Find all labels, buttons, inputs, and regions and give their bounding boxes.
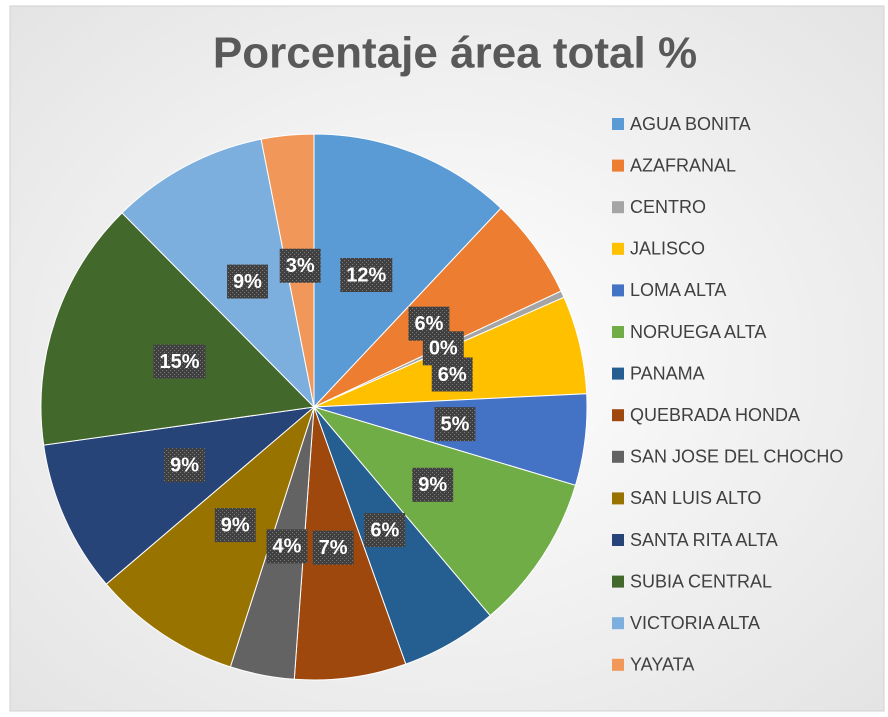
data-label-text: 7% — [319, 537, 348, 559]
pie-slice — [312, 406, 577, 617]
data-label-box — [340, 258, 393, 293]
data-label: 15% — [153, 344, 206, 379]
data-label: 9% — [412, 467, 454, 502]
legend-label: LOMA ALTA — [630, 280, 726, 300]
pie-slice — [43, 406, 316, 585]
legend-label: AGUA BONITA — [630, 114, 751, 134]
legend-label: VICTORIA ALTA — [630, 613, 760, 633]
data-label-box — [266, 529, 308, 564]
data-label-box — [164, 448, 206, 483]
chart-title: Porcentaje área total % — [213, 29, 697, 78]
legend-swatch — [612, 159, 624, 172]
data-label-text: 6% — [370, 519, 399, 541]
data-label-box — [412, 467, 454, 502]
data-label: 9% — [227, 264, 268, 299]
data-label-text: 12% — [346, 264, 386, 286]
data-label: 4% — [266, 529, 308, 564]
data-label-text: 15% — [159, 351, 199, 373]
pie-slice — [40, 212, 316, 446]
data-label: 6% — [364, 513, 406, 548]
data-label-box — [312, 530, 354, 565]
data-label-box — [364, 513, 406, 548]
data-label-box — [434, 407, 476, 442]
legend-label: PANAMA — [630, 363, 705, 383]
legend-label: YAYATA — [630, 655, 694, 675]
data-label-text: 9% — [221, 514, 250, 536]
legend-swatch — [612, 492, 624, 505]
data-label-text: 9% — [233, 271, 262, 293]
data-label: 6% — [431, 357, 473, 392]
data-label: 9% — [214, 508, 256, 543]
legend-label: NORUEGA ALTA — [630, 322, 766, 342]
legend-label: JALISCO — [630, 239, 705, 259]
data-label: 7% — [312, 530, 354, 565]
data-label-box — [431, 357, 473, 392]
legend-swatch — [612, 242, 624, 255]
legend-swatch — [612, 367, 624, 380]
data-label-box — [279, 248, 321, 283]
legend-swatch — [612, 409, 624, 422]
data-label: 5% — [434, 407, 476, 442]
pie-slice — [121, 138, 315, 409]
data-label-text: 5% — [440, 413, 469, 435]
pie-slice — [105, 405, 316, 668]
legend-swatch — [612, 326, 624, 338]
data-label-box — [214, 508, 256, 543]
data-label-text: 9% — [170, 455, 199, 477]
data-label: 3% — [279, 248, 321, 283]
data-label-text: 9% — [418, 474, 447, 496]
legend-label: SAN LUIS ALTO — [630, 488, 761, 508]
legend-label: SANTA RITA ALTA — [630, 530, 778, 550]
data-label: 12% — [340, 258, 393, 293]
legend-label: CENTRO — [630, 197, 706, 217]
data-label-text: 6% — [414, 313, 443, 335]
legend-swatch — [612, 201, 624, 214]
pie-slice — [313, 133, 502, 409]
legend-label: QUEBRADA HONDA — [630, 405, 800, 425]
legend-label: SAN JOSE DEL CHOCHO — [630, 447, 843, 467]
data-label: 9% — [164, 448, 206, 483]
legend-swatch — [612, 534, 624, 546]
legend-label: SUBIA CENTRAL — [630, 571, 772, 591]
data-label-box — [153, 344, 206, 379]
data-label-text: 0% — [429, 338, 458, 360]
legend-swatch — [612, 284, 624, 297]
legend-label: AZAFRANAL — [630, 155, 736, 175]
data-label-text: 6% — [438, 364, 467, 386]
legend-swatch — [612, 450, 624, 463]
legend-swatch — [612, 617, 624, 630]
data-label-text: 4% — [272, 536, 301, 558]
legend-swatch — [612, 118, 624, 130]
legend-swatch — [612, 658, 624, 671]
legend-swatch — [612, 575, 624, 588]
data-label-box — [227, 264, 268, 299]
data-label-text: 3% — [286, 255, 315, 277]
